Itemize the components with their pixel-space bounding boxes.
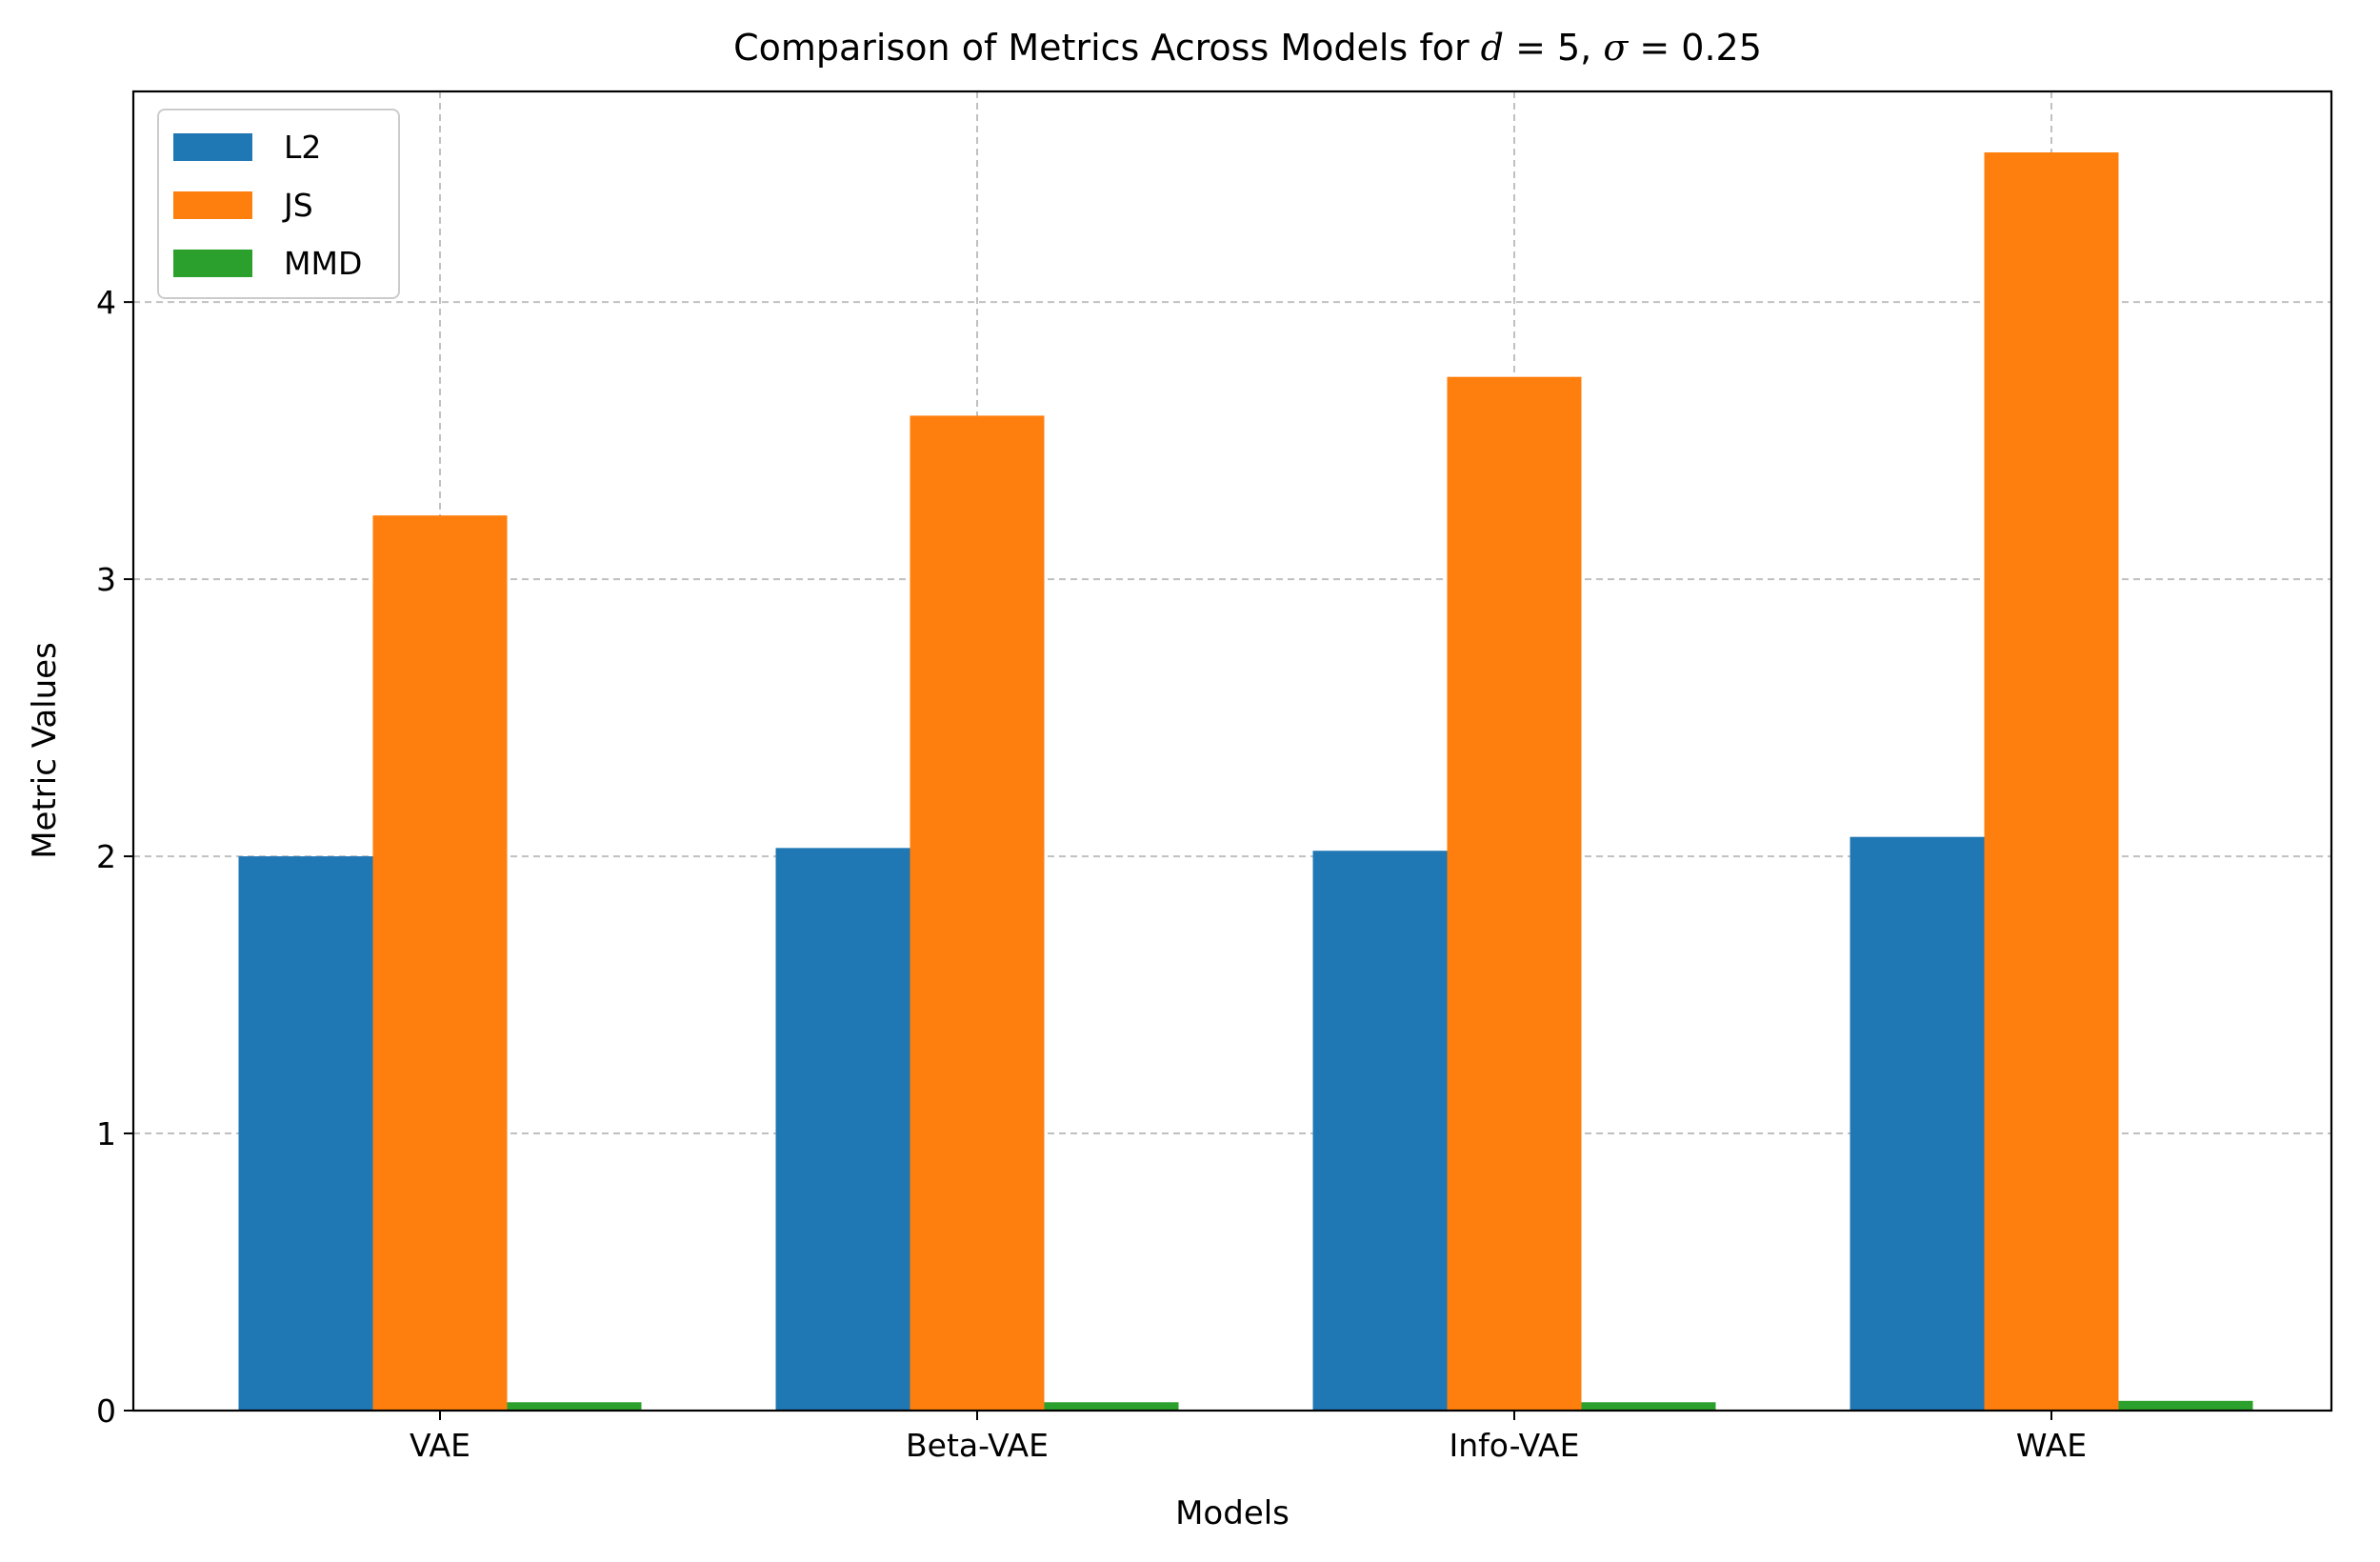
bar-mmd-wae <box>2118 1400 2253 1411</box>
y-tick-label-4: 4 <box>96 284 116 321</box>
bar-mmd-beta-vae <box>1044 1402 1179 1411</box>
title-d-value: 5 <box>1557 27 1580 69</box>
y-tick-label-3: 3 <box>96 561 116 598</box>
x-axis-ticks: VAE Beta-VAE Info-VAE WAE <box>410 1411 2087 1464</box>
bar-l2-beta-vae <box>775 848 910 1411</box>
bar-mmd-info-vae <box>1581 1402 1716 1411</box>
legend-swatch-js <box>173 191 252 219</box>
y-tick-label-1: 1 <box>96 1115 116 1152</box>
plot-frame <box>131 90 2333 1412</box>
bar-js-wae <box>1984 152 2119 1412</box>
x-tick-label-3: WAE <box>2016 1427 2087 1464</box>
bar-js-vae <box>372 515 508 1411</box>
legend-swatch-mmd <box>173 250 252 277</box>
chart-title: Comparison of Metrics Across Models for … <box>733 27 1762 69</box>
x-axis-label: Models <box>1175 1494 1290 1532</box>
bars-group <box>238 152 2253 1412</box>
y-axis-ticks: 0 1 2 3 4 <box>96 284 133 1430</box>
title-equals-1: = <box>1504 27 1557 69</box>
legend-label-l2: L2 <box>284 129 321 166</box>
bar-l2-wae <box>1850 836 1985 1411</box>
bar-l2-info-vae <box>1312 851 1448 1411</box>
legend: L2 JS MMD <box>157 109 400 299</box>
bar-js-beta-vae <box>910 415 1045 1411</box>
y-axis-label: Metric Values <box>26 642 64 859</box>
bar-js-info-vae <box>1447 376 1582 1412</box>
title-text: Comparison of Metrics Across Models for <box>733 27 1481 69</box>
bar-mmd-vae <box>507 1402 642 1411</box>
title-var-d: d <box>1481 27 1504 69</box>
y-tick-label-0: 0 <box>96 1392 116 1430</box>
legend-label-js: JS <box>282 187 313 224</box>
title-separator: , <box>1580 27 1603 69</box>
x-tick-label-2: Info-VAE <box>1450 1427 1580 1464</box>
x-tick-label-1: Beta-VAE <box>906 1427 1049 1464</box>
legend-swatch-l2 <box>173 133 252 161</box>
title-var-sigma: σ <box>1603 27 1629 69</box>
title-equals-2: = <box>1628 27 1681 69</box>
bar-l2-vae <box>238 856 373 1411</box>
title-sigma-value: 0.25 <box>1681 27 1762 69</box>
x-tick-label-0: VAE <box>410 1427 470 1464</box>
legend-label-mmd: MMD <box>284 245 362 282</box>
y-tick-label-2: 2 <box>96 838 116 875</box>
